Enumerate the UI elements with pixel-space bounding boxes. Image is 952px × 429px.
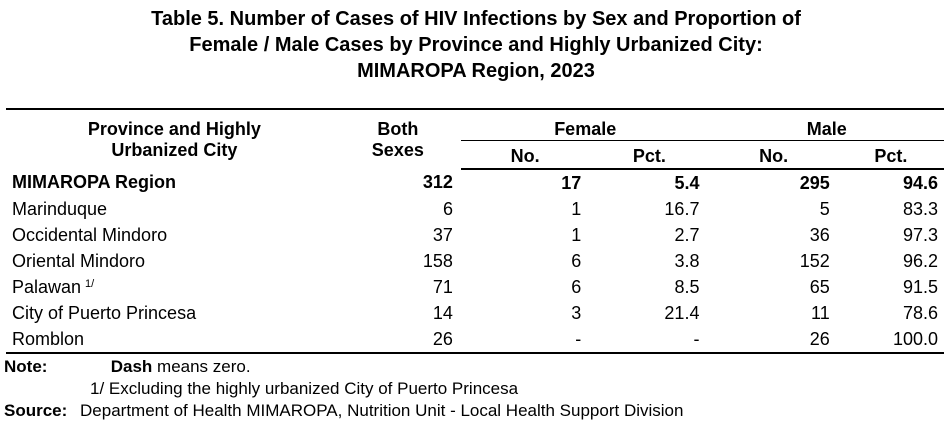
header-province-line2: Urbanized City bbox=[111, 139, 238, 160]
header-both-line1: Both bbox=[377, 118, 419, 139]
table-row: Romblon 26 - - 26 100.0 bbox=[6, 326, 944, 354]
cell-male-no: 295 bbox=[799, 172, 830, 193]
header-female-no: No. bbox=[460, 140, 590, 170]
header-province-line1: Province and Highly bbox=[87, 118, 261, 139]
table-row: Oriental Mindoro 158 6 3.8 152 96.2 bbox=[6, 248, 944, 274]
cell-male-pct: 83.3 bbox=[902, 198, 938, 219]
cell-both: 158 bbox=[422, 250, 453, 271]
footnote-row: 1/ Excluding the highly urbanized City o… bbox=[90, 379, 519, 398]
cell-both: 71 bbox=[432, 276, 453, 297]
cell-female-no: 1 bbox=[571, 198, 582, 219]
cell-both: 6 bbox=[442, 198, 453, 219]
cell-male-pct: 91.5 bbox=[902, 276, 938, 297]
cell-male-pct: 94.6 bbox=[902, 172, 938, 193]
header-province: Province and Highly Urbanized City bbox=[6, 109, 343, 169]
note-text: Dash means zero. bbox=[65, 357, 251, 376]
note-label: Note: bbox=[4, 357, 48, 376]
cell-male-pct: 78.6 bbox=[902, 302, 938, 323]
note-dash-bold: Dash bbox=[110, 357, 153, 376]
cell-male-pct: 96.2 bbox=[902, 250, 938, 271]
header-both-sexes: Both Sexes bbox=[343, 109, 461, 169]
cell-name: Palawan 1/ bbox=[6, 274, 343, 300]
cell-male-no: 152 bbox=[799, 250, 830, 271]
table-notes: Note: Dash means zero. 1/ Excluding the … bbox=[4, 356, 944, 422]
cell-male-no: 26 bbox=[709, 326, 838, 354]
table-title: Table 5. Number of Cases of HIV Infectio… bbox=[0, 6, 952, 84]
header-male-pct: Pct. bbox=[837, 140, 944, 170]
source-label: Source: bbox=[4, 401, 68, 420]
header-female: Female bbox=[460, 109, 710, 141]
cell-male-no: 65 bbox=[809, 276, 830, 297]
cell-name-text: Palawan bbox=[12, 276, 82, 297]
cell-name: Romblon bbox=[6, 326, 343, 354]
cell-female-pct: 3.8 bbox=[674, 250, 700, 271]
note-row: Note: Dash means zero. bbox=[4, 356, 944, 378]
footnote-marker: 1/ bbox=[85, 277, 95, 290]
header-male-no: No. bbox=[709, 140, 838, 170]
cell-female-pct: 16.7 bbox=[664, 198, 700, 219]
table-row: City of Puerto Princesa 14 3 21.4 11 78.… bbox=[6, 300, 944, 326]
cell-female-no: 3 bbox=[571, 302, 582, 323]
cell-male-pct: 100.0 bbox=[837, 326, 944, 354]
header-male: Male bbox=[709, 109, 944, 141]
table-row: MIMAROPA Region 312 17 5.4 295 94.6 bbox=[6, 169, 944, 196]
title-line-2: Female / Male Cases by Province and High… bbox=[189, 34, 763, 56]
title-line-3: MIMAROPA Region, 2023 bbox=[357, 60, 595, 82]
note-dash-text: means zero. bbox=[152, 357, 251, 376]
cell-male-no: 5 bbox=[819, 198, 830, 219]
cell-both: 26 bbox=[342, 326, 461, 354]
cell-both: 312 bbox=[422, 172, 453, 192]
cell-female-no: - bbox=[460, 326, 590, 354]
cell-male-no: 11 bbox=[811, 302, 830, 323]
table-row: Palawan 1/ 71 6 8.5 65 91.5 bbox=[6, 274, 944, 300]
cell-female-pct: 2.7 bbox=[674, 224, 700, 245]
hiv-cases-table: Province and Highly Urbanized City Both … bbox=[6, 108, 944, 354]
cell-male-no: 36 bbox=[809, 224, 830, 245]
table-row: Marinduque 6 1 16.7 5 83.3 bbox=[6, 196, 944, 222]
table-row: Occidental Mindoro 37 1 2.7 36 97.3 bbox=[6, 222, 944, 248]
cell-female-no: 6 bbox=[571, 276, 582, 297]
source-row: Source: Department of Health MIMAROPA, N… bbox=[4, 400, 944, 422]
cell-female-no: 1 bbox=[571, 224, 582, 245]
cell-name: Oriental Mindoro bbox=[12, 250, 146, 271]
source-text: Department of Health MIMAROPA, Nutrition… bbox=[80, 401, 684, 420]
title-line-1: Table 5. Number of Cases of HIV Infectio… bbox=[151, 8, 801, 30]
cell-male-pct: 97.3 bbox=[902, 224, 938, 245]
cell-name: MIMAROPA Region bbox=[12, 172, 176, 192]
cell-name: Marinduque bbox=[12, 198, 108, 219]
header-both-line2: Sexes bbox=[371, 139, 424, 160]
header-female-pct: Pct. bbox=[589, 140, 710, 170]
cell-name: Occidental Mindoro bbox=[12, 224, 168, 245]
cell-name: City of Puerto Princesa bbox=[12, 302, 197, 323]
cell-female-no: 17 bbox=[561, 172, 582, 193]
cell-female-pct: - bbox=[589, 326, 710, 354]
cell-both: 14 bbox=[432, 302, 453, 323]
cell-female-pct: 8.5 bbox=[674, 276, 700, 297]
cell-female-pct: 5.4 bbox=[674, 172, 700, 193]
cell-female-no: 6 bbox=[571, 250, 582, 271]
cell-female-pct: 21.4 bbox=[664, 302, 700, 323]
cell-both: 37 bbox=[432, 224, 453, 245]
